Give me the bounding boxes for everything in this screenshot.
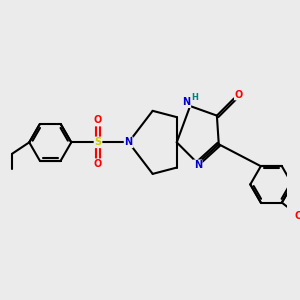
Text: N: N [124,137,133,147]
Text: H: H [191,93,198,102]
Text: N: N [194,160,202,170]
Text: O: O [94,116,102,125]
Text: S: S [94,137,102,147]
Text: O: O [235,90,243,100]
Text: N: N [182,97,190,107]
Text: O: O [94,159,102,169]
Text: O: O [295,211,300,221]
